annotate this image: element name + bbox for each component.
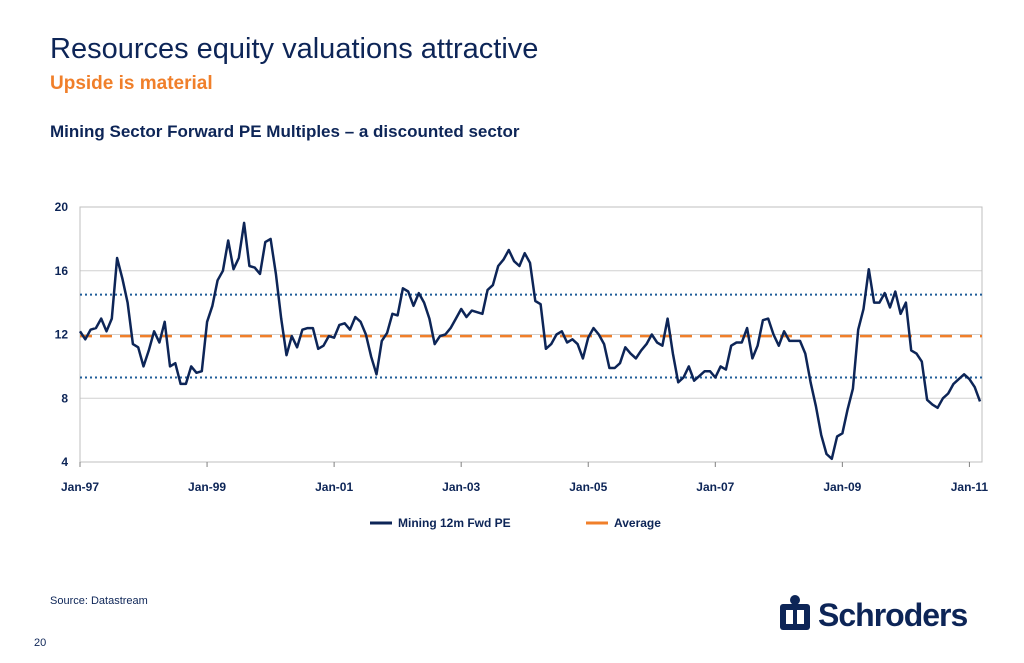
slide-subtitle: Upside is material [50,73,213,94]
logo-crest [780,595,810,630]
x-tick-label: Jan-03 [442,480,480,494]
slide-title: Resources equity valuations attractive [50,33,538,65]
y-tick-label: 4 [61,455,68,469]
x-tick-label: Jan-99 [188,480,226,494]
x-tick-label: Jan-09 [823,480,861,494]
series-line [78,221,982,461]
legend-label: Average [614,516,661,530]
x-tick-label: Jan-11 [951,480,989,494]
x-tick-label: Jan-01 [315,480,353,494]
x-tick-label: Jan-97 [61,480,99,494]
source: Source: Datastream [50,595,148,607]
page-number: 20 [34,637,46,649]
plot-border [79,206,983,463]
logo-text: Schroders [818,597,967,633]
legend-label: Mining 12m Fwd PE [398,516,511,530]
y-tick-label: 8 [61,391,68,405]
chart: 4 8 12 16 20 Jan-97 Jan-99 Jan-01 Jan-03 Jan-05 Ja… [55,200,989,530]
chart-title: Mining Sector Forward PE Multiples – a d… [50,122,520,141]
x-tick-label: Jan-07 [696,480,734,494]
y-tick-label: 20 [55,200,69,214]
x-tick-label: Jan-05 [569,480,607,494]
y-tick-label: 16 [55,264,69,278]
y-tick-label: 12 [55,328,69,342]
